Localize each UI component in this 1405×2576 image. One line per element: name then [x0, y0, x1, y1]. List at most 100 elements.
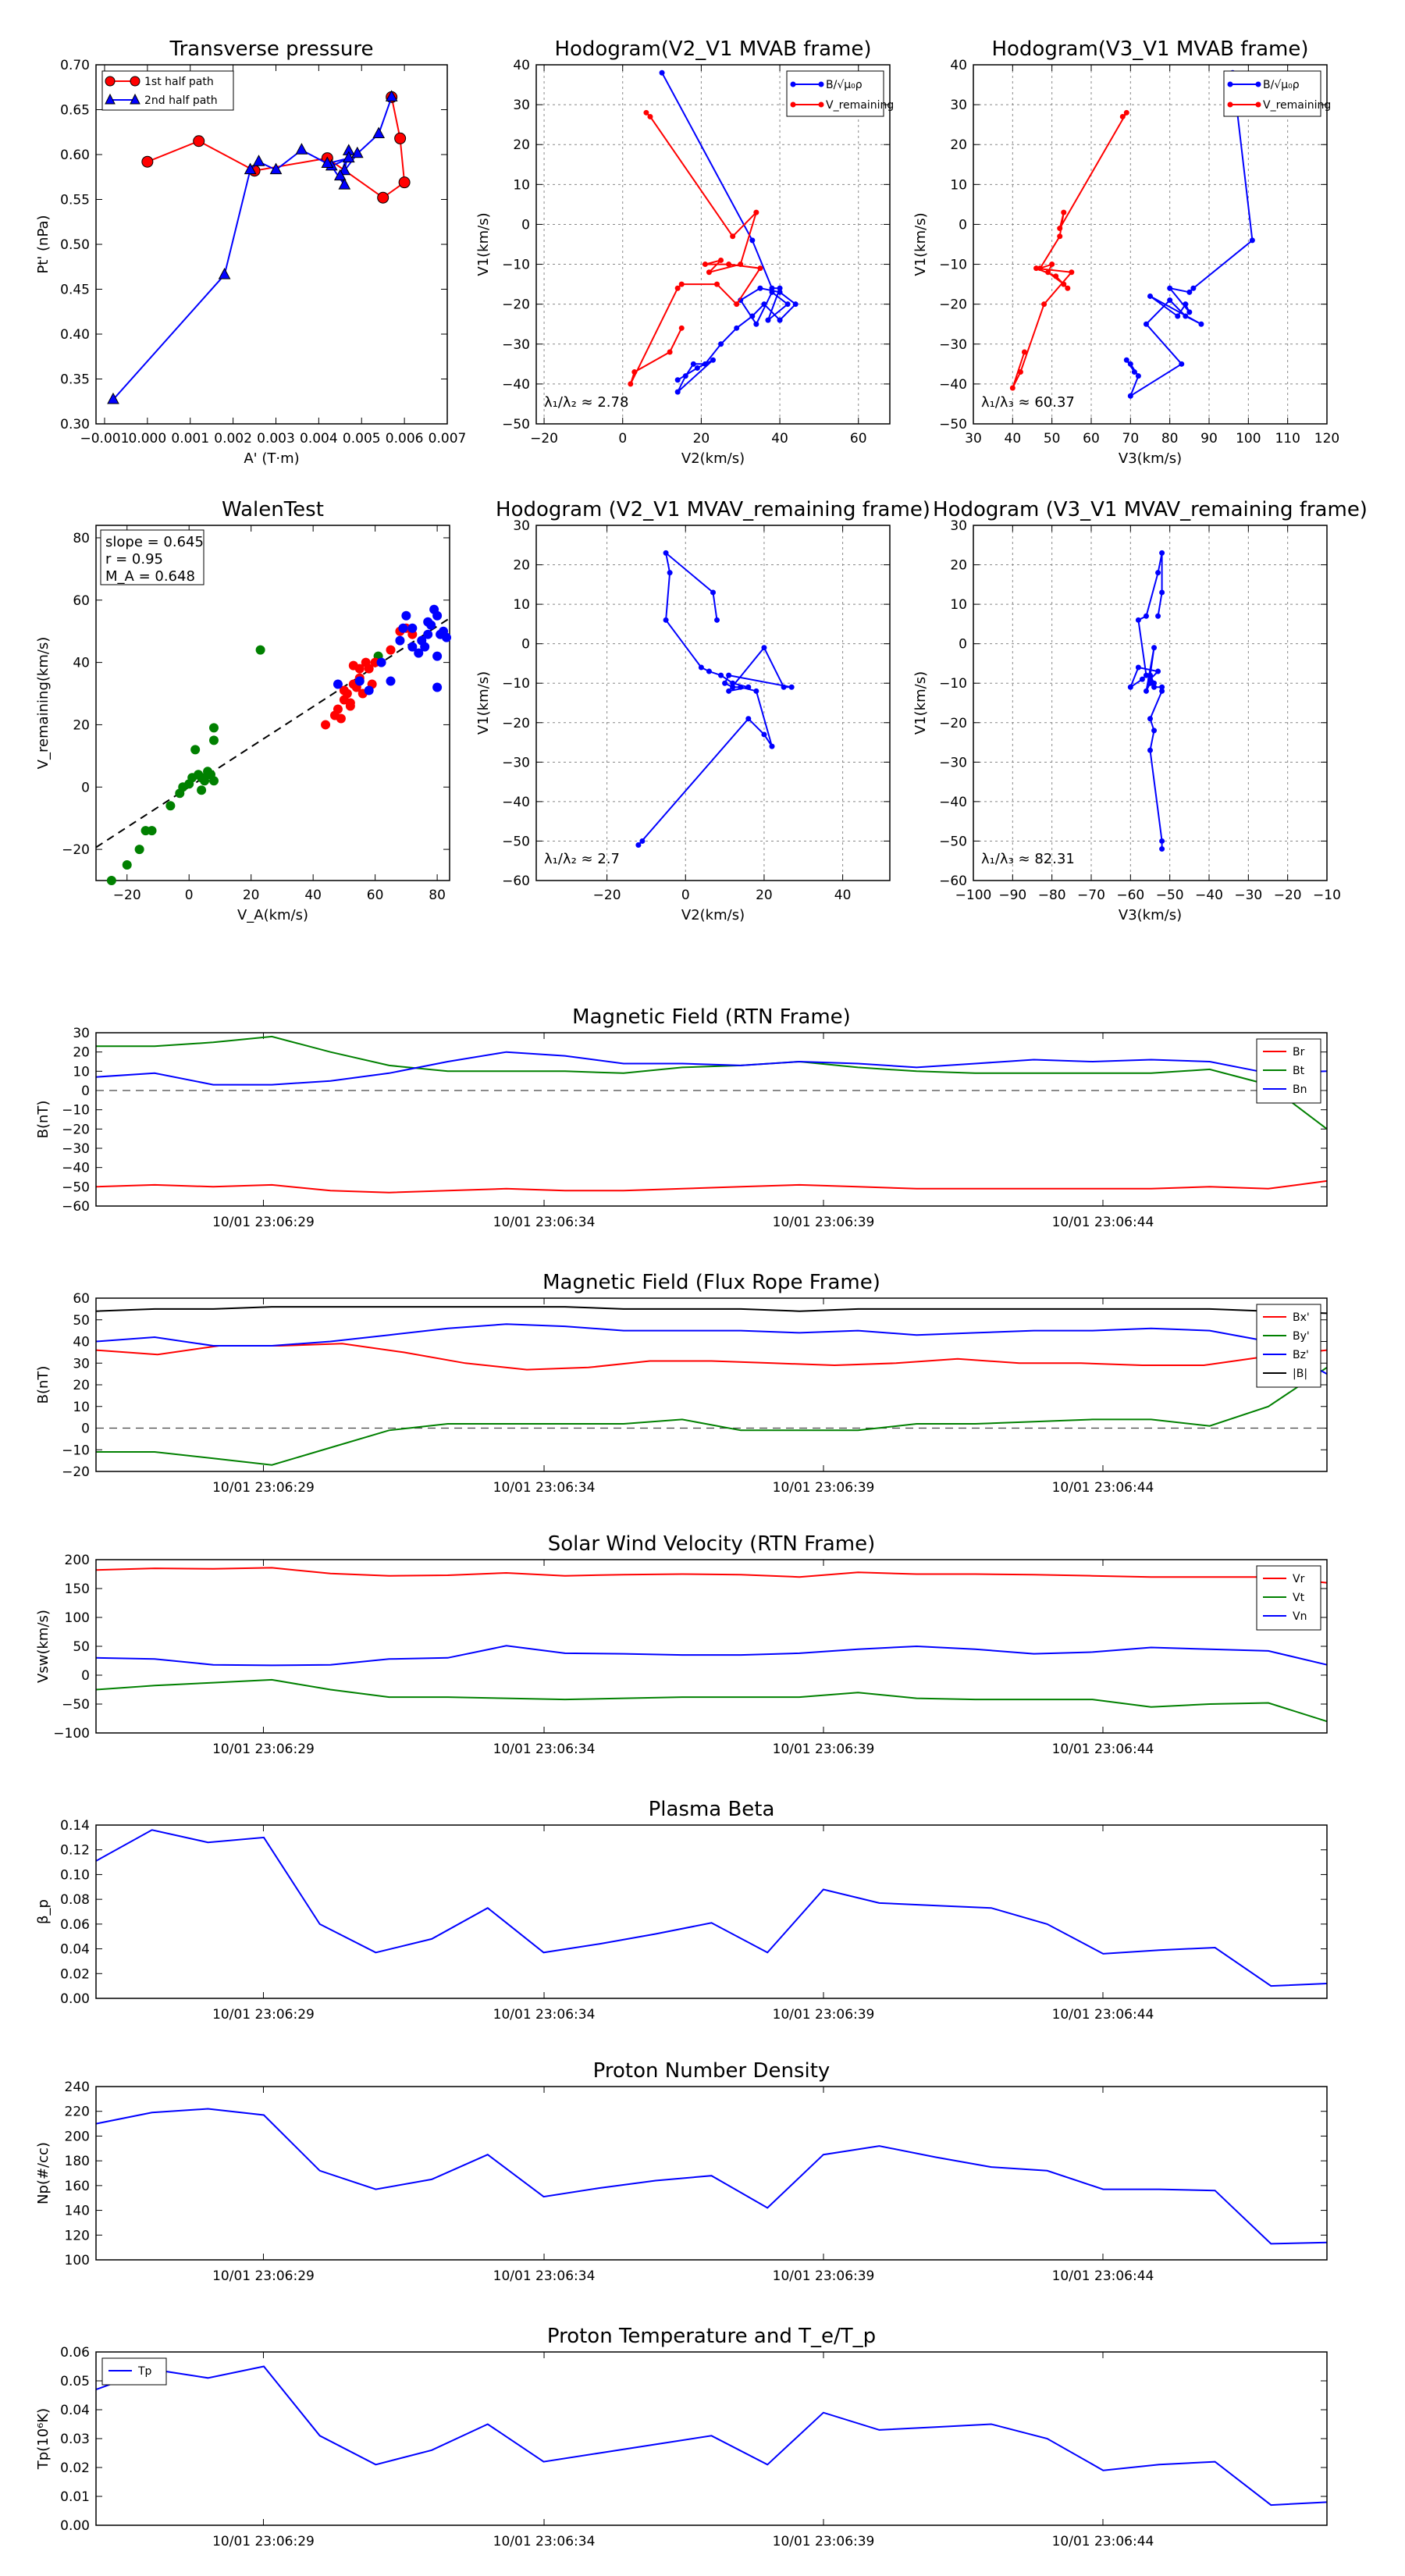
- data-point: [726, 688, 732, 694]
- legend-marker: [130, 76, 140, 87]
- x-tick-label: 0.006: [386, 431, 424, 447]
- x-axis-label: V2(km/s): [681, 907, 745, 923]
- data-point: [364, 685, 374, 696]
- data-point: [1151, 684, 1158, 690]
- data-point: [757, 285, 763, 291]
- data-point: [1021, 349, 1027, 355]
- y-tick-label: 0: [959, 217, 967, 233]
- ratio-annotation: λ₁/λ₃ ≈ 82.31: [981, 851, 1075, 867]
- chart-vsw: Solar Wind Velocity (RTN Frame) −100 −50 0 5…: [35, 1532, 1328, 1757]
- y-tick-label: 20: [513, 137, 530, 153]
- data-point: [398, 176, 411, 189]
- ratio-annotation: λ₁/λ₂ ≈ 2.7: [544, 851, 620, 867]
- data-point: [714, 617, 720, 623]
- data-point: [738, 262, 744, 268]
- y-tick-label: 0.06: [60, 2345, 90, 2361]
- data-point: [667, 349, 673, 355]
- series-line: [147, 97, 406, 199]
- legend: Br Bt Bn: [1256, 1038, 1321, 1104]
- legend-label: Br: [1293, 1046, 1305, 1059]
- series-line: [95, 1645, 1328, 1667]
- fit-line: [95, 617, 450, 849]
- x-axis-label: V2(km/s): [681, 450, 745, 467]
- x-tick-label: −20: [113, 888, 141, 903]
- y-axis-label: B(nT): [35, 1101, 52, 1139]
- data-point: [364, 664, 374, 674]
- series-line: [95, 1343, 1328, 1371]
- plot-frame: [95, 1032, 1328, 1207]
- y-tick-label: 20: [950, 558, 967, 574]
- x-tick-label: 10/01 23:06:34: [493, 2534, 596, 2549]
- legend-label: Bn: [1293, 1083, 1307, 1096]
- y-tick-label: 0.02: [60, 2460, 90, 2476]
- y-tick-label: 0.01: [60, 2489, 90, 2505]
- data-point: [372, 126, 386, 138]
- y-axis-label: B(nT): [35, 1366, 52, 1404]
- chart-title: Hodogram(V3_V1 MVAB frame): [991, 37, 1308, 61]
- data-point: [377, 191, 389, 204]
- y-tick-label: −40: [502, 795, 530, 810]
- legend-marker: [105, 93, 116, 105]
- data-point: [1159, 838, 1165, 844]
- chart-mag_rtn: Magnetic Field (RTN Frame) −60 −50 −40 −30 −2…: [35, 1005, 1328, 1230]
- legend-label: Vn: [1293, 1610, 1307, 1623]
- x-tick-label: 0.007: [429, 431, 467, 447]
- chart-title: Hodogram (V2_V1 MVAV_remaining frame): [496, 498, 930, 521]
- data-point: [1139, 676, 1145, 682]
- chart-title: Magnetic Field (Flux Rope Frame): [542, 1271, 880, 1294]
- y-tick-label: −40: [939, 377, 967, 393]
- x-tick-label: 10/01 23:06:44: [1052, 2007, 1154, 2023]
- series-line: [1126, 73, 1254, 398]
- data-point: [1186, 289, 1193, 295]
- legend-label: Bt: [1293, 1065, 1305, 1077]
- data-point: [769, 285, 775, 291]
- data-point: [1147, 716, 1153, 722]
- y-tick-label: 0.60: [60, 148, 90, 163]
- data-point: [769, 743, 775, 749]
- data-point: [1131, 369, 1137, 375]
- y-tick-label: 10: [513, 597, 530, 613]
- data-point: [1053, 273, 1059, 279]
- x-tick-label: 40: [304, 888, 322, 903]
- data-point: [1179, 361, 1185, 367]
- data-point: [1159, 550, 1165, 556]
- series-line: [95, 1678, 1328, 1723]
- x-tick-label: −100: [955, 888, 992, 903]
- x-tick-label: 0.003: [257, 431, 295, 447]
- data-point: [1151, 645, 1158, 651]
- y-tick-label: 100: [65, 1610, 90, 1626]
- y-tick-label: 10: [950, 597, 967, 613]
- y-tick-label: 50: [73, 1313, 90, 1329]
- x-tick-label: 80: [1161, 431, 1179, 447]
- y-tick-label: 0: [81, 780, 90, 795]
- data-point: [781, 684, 787, 690]
- data-point: [730, 680, 736, 686]
- x-tick-label: 0: [681, 888, 690, 903]
- x-tick-label: 10/01 23:06:29: [212, 2534, 315, 2549]
- x-tick-label: 40: [834, 888, 852, 903]
- y-tick-label: 140: [65, 2204, 90, 2219]
- y-tick-label: 40: [73, 656, 90, 671]
- data-point: [255, 645, 265, 655]
- data-point: [1151, 728, 1158, 734]
- y-tick-label: −20: [502, 716, 530, 731]
- series-line: [1012, 112, 1128, 389]
- y-tick-label: −30: [502, 337, 530, 353]
- data-point: [386, 676, 396, 686]
- data-point: [1183, 301, 1189, 308]
- y-tick-label: −50: [502, 417, 530, 432]
- data-point: [350, 146, 364, 158]
- data-point: [745, 716, 752, 722]
- x-tick-label: 10/01 23:06:39: [773, 2268, 875, 2284]
- y-tick-label: 0.35: [60, 372, 90, 388]
- y-tick-label: −20: [939, 716, 967, 731]
- y-tick-label: 220: [65, 2105, 90, 2120]
- y-tick-label: 10: [73, 1400, 90, 1415]
- y-tick-label: 0: [521, 217, 530, 233]
- y-tick-label: 0.10: [60, 1867, 90, 1883]
- legend-label: V_remaining: [826, 99, 894, 112]
- legend: B/√μ₀ρ V_remaining: [786, 70, 894, 117]
- data-point: [784, 301, 791, 308]
- y-tick-label: 0: [521, 637, 530, 653]
- data-point: [777, 317, 783, 323]
